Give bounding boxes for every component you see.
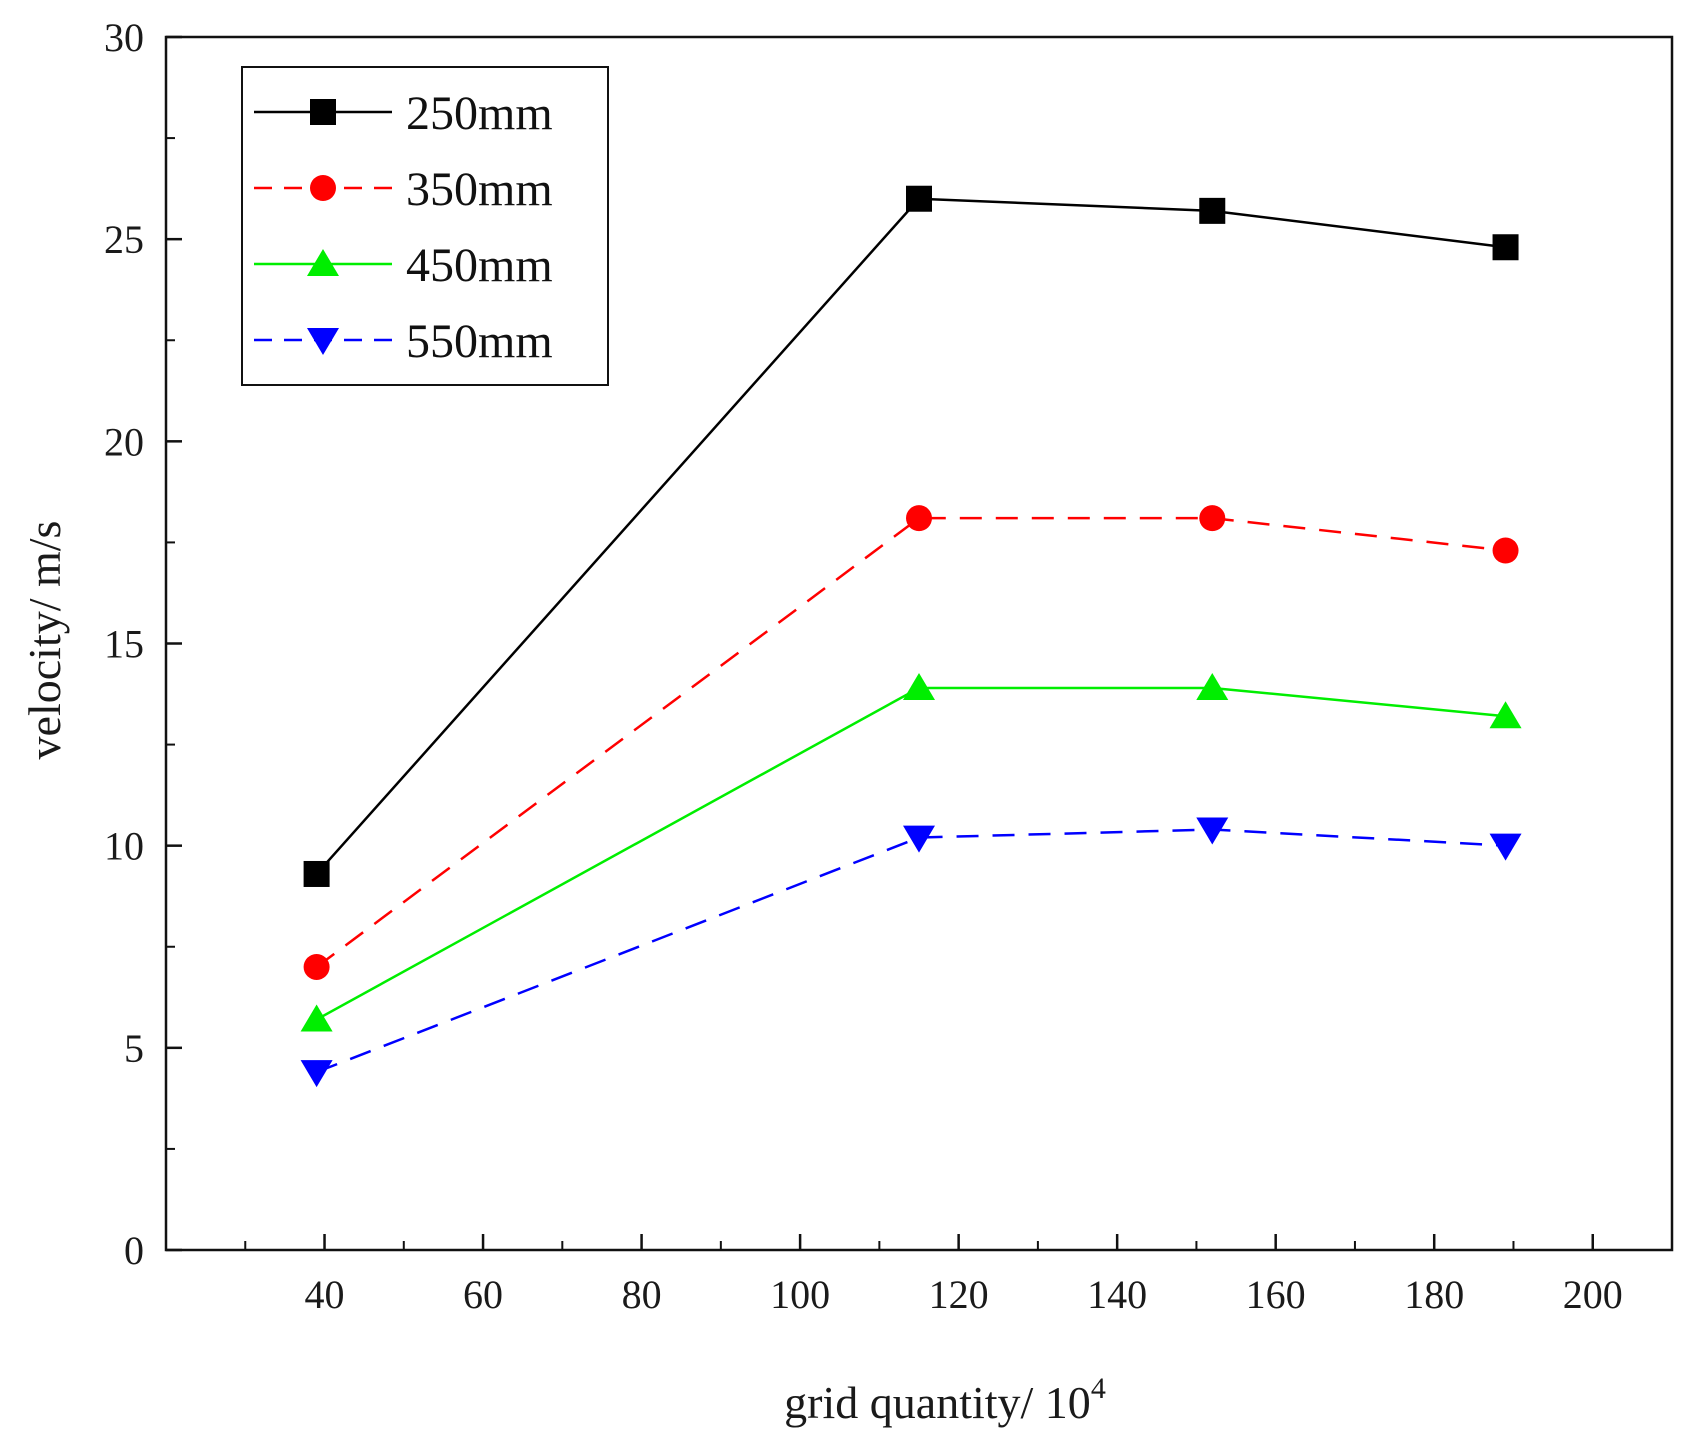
data-point-350mm bbox=[303, 953, 330, 980]
data-point-550mm bbox=[300, 1060, 333, 1088]
series-250mm bbox=[303, 185, 1519, 887]
data-point-250mm bbox=[1199, 197, 1226, 224]
x-tick-label: 80 bbox=[622, 1272, 662, 1317]
y-tick-label: 15 bbox=[104, 622, 144, 667]
x-tick-label: 100 bbox=[770, 1272, 830, 1317]
legend-label-350mm: 350mm bbox=[406, 163, 553, 216]
x-axis-title-superscript: 4 bbox=[1091, 1372, 1106, 1405]
legend-marker-350mm bbox=[310, 175, 336, 201]
legend-label-450mm: 450mm bbox=[406, 239, 553, 292]
legend-item-350mm: 350mm bbox=[254, 163, 553, 216]
data-point-450mm bbox=[1196, 672, 1229, 700]
series-350mm bbox=[303, 505, 1519, 980]
y-axis-title: velocity/ m/s bbox=[19, 521, 70, 760]
y-tick-label: 0 bbox=[124, 1228, 144, 1273]
series-line-250mm bbox=[315, 197, 1506, 875]
x-tick-label: 60 bbox=[463, 1272, 503, 1317]
data-point-250mm bbox=[906, 185, 932, 212]
data-point-550mm bbox=[1196, 817, 1229, 845]
y-tick-label: 20 bbox=[104, 419, 144, 464]
data-point-350mm bbox=[906, 505, 932, 532]
series-line-350mm bbox=[315, 516, 1506, 968]
legend-marker-450mm bbox=[307, 249, 339, 276]
series-450mm bbox=[300, 672, 1522, 1032]
y-tick-label: 5 bbox=[124, 1026, 144, 1071]
legend-item-450mm: 450mm bbox=[254, 239, 553, 292]
x-tick-label: 160 bbox=[1246, 1272, 1306, 1317]
y-tick-label: 10 bbox=[104, 824, 144, 869]
series-layer bbox=[300, 185, 1522, 1088]
data-point-550mm bbox=[1489, 833, 1522, 861]
legend-item-250mm: 250mm bbox=[254, 87, 553, 140]
series-line-450mm bbox=[315, 686, 1506, 1021]
series-line-550mm bbox=[316, 828, 1506, 1074]
legend: 250mm 350mm 450mm 550mm bbox=[241, 66, 609, 386]
data-point-350mm bbox=[1492, 537, 1519, 564]
y-tick-label: 25 bbox=[104, 217, 144, 262]
legend-marker-250mm bbox=[310, 99, 336, 125]
legend-marker-550mm bbox=[307, 328, 339, 355]
x-tick-label: 200 bbox=[1563, 1272, 1623, 1317]
x-tick-label: 120 bbox=[929, 1272, 989, 1317]
x-tick-label: 140 bbox=[1087, 1272, 1147, 1317]
legend-item-550mm: 550mm bbox=[254, 315, 553, 368]
data-point-450mm bbox=[1489, 701, 1522, 729]
data-point-350mm bbox=[1199, 505, 1226, 532]
x-tick-label: 40 bbox=[305, 1272, 345, 1317]
x-tick-label: 180 bbox=[1404, 1272, 1464, 1317]
axes: 40 60 80 100 120 140 160 180 200 0 5 10 15 20 25 30 bbox=[104, 15, 1674, 1317]
legend-label-550mm: 550mm bbox=[406, 315, 553, 368]
data-point-550mm bbox=[903, 825, 935, 853]
x-axis-title-text: grid quantity/ 10 bbox=[784, 1377, 1091, 1428]
legend-label-250mm: 250mm bbox=[406, 87, 553, 140]
x-axis-title: grid quantity/ 104 bbox=[784, 1372, 1106, 1428]
legend-box bbox=[241, 66, 609, 386]
data-point-450mm bbox=[300, 1004, 333, 1032]
data-point-450mm bbox=[903, 672, 935, 700]
data-point-250mm bbox=[1492, 234, 1519, 261]
data-point-250mm bbox=[303, 860, 330, 887]
series-550mm bbox=[300, 817, 1522, 1088]
y-tick-label: 30 bbox=[104, 15, 144, 60]
